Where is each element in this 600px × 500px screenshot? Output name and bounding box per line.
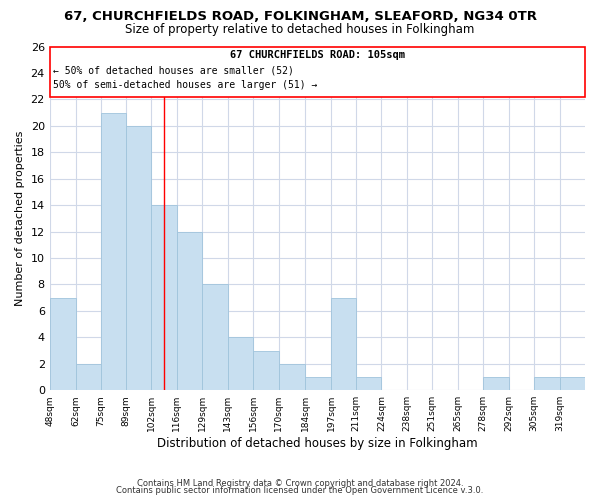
Bar <box>253 350 278 390</box>
Bar <box>560 377 585 390</box>
Text: 67, CHURCHFIELDS ROAD, FOLKINGHAM, SLEAFORD, NG34 0TR: 67, CHURCHFIELDS ROAD, FOLKINGHAM, SLEAF… <box>64 10 536 23</box>
Bar <box>151 205 177 390</box>
Bar <box>76 364 101 390</box>
Y-axis label: Number of detached properties: Number of detached properties <box>15 130 25 306</box>
Bar <box>305 377 331 390</box>
Text: 67 CHURCHFIELDS ROAD: 105sqm: 67 CHURCHFIELDS ROAD: 105sqm <box>230 50 405 60</box>
Bar <box>278 364 305 390</box>
Text: Size of property relative to detached houses in Folkingham: Size of property relative to detached ho… <box>125 22 475 36</box>
Text: ← 50% of detached houses are smaller (52): ← 50% of detached houses are smaller (52… <box>53 65 295 75</box>
Bar <box>101 112 126 390</box>
Bar <box>177 232 202 390</box>
Bar <box>50 46 585 96</box>
Bar <box>483 377 509 390</box>
Bar <box>356 377 382 390</box>
Bar <box>331 298 356 390</box>
Bar <box>228 338 253 390</box>
Bar <box>534 377 560 390</box>
Text: Contains HM Land Registry data © Crown copyright and database right 2024.: Contains HM Land Registry data © Crown c… <box>137 478 463 488</box>
X-axis label: Distribution of detached houses by size in Folkingham: Distribution of detached houses by size … <box>157 437 478 450</box>
Bar <box>202 284 228 390</box>
Text: 50% of semi-detached houses are larger (51) →: 50% of semi-detached houses are larger (… <box>53 80 318 90</box>
Text: Contains public sector information licensed under the Open Government Licence v.: Contains public sector information licen… <box>116 486 484 495</box>
Bar <box>126 126 151 390</box>
Bar <box>50 298 76 390</box>
